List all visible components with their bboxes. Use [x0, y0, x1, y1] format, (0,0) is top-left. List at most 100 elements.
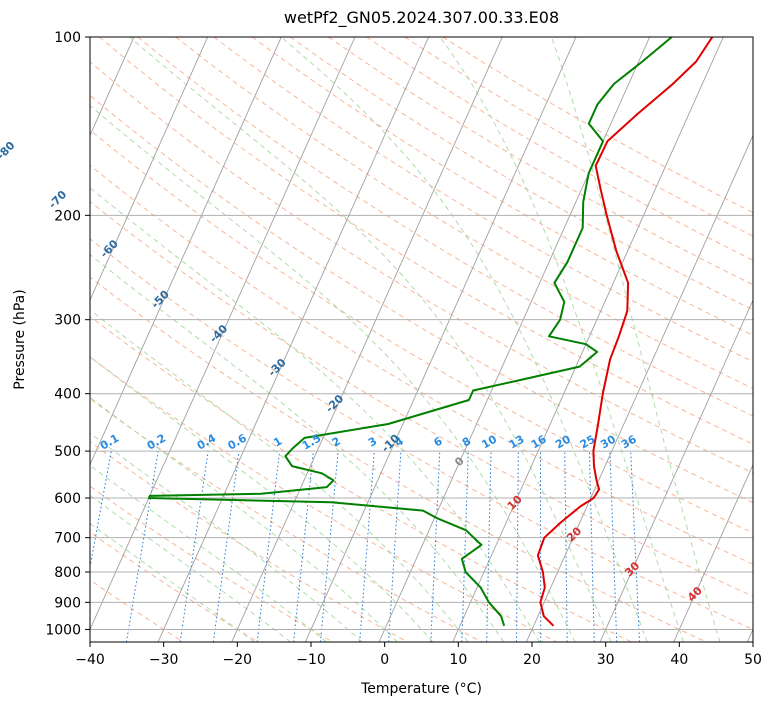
moist-adiabat-label: 30	[622, 559, 642, 579]
x-tick-label: −40	[75, 652, 105, 668]
x-tick-label: −30	[149, 652, 179, 668]
x-tick-label: 30	[597, 652, 615, 668]
x-tick-label: 40	[670, 652, 688, 668]
x-tick-label: −20	[223, 652, 253, 668]
dry-adiabat-label: -30	[266, 356, 289, 379]
dry-adiabat-line	[175, 37, 753, 390]
x-tick-label: −10	[296, 652, 326, 668]
isotherm-line	[378, 37, 651, 642]
y-tick-label: 700	[54, 531, 81, 547]
profile-line-1	[147, 37, 673, 627]
plot-frame	[89, 36, 754, 643]
isotherm-line	[90, 37, 356, 631]
isotherm-line	[231, 37, 503, 642]
x-tick-label: 0	[380, 652, 389, 668]
moist-adiabat-line	[129, 37, 612, 642]
mixing-ratio-line	[564, 451, 568, 642]
dry-adiabat-line	[251, 37, 753, 337]
dry-adiabat-line	[90, 485, 333, 642]
y-tick-label: 500	[54, 444, 81, 460]
isotherm-line	[90, 37, 209, 302]
y-axis-ticks: 100 200 300 400 500 600 700 800 900 1000	[45, 30, 90, 638]
moist-adiabat-line	[90, 356, 434, 642]
mixing-ratio-line	[212, 451, 240, 642]
dry-adiabat-line	[90, 61, 753, 474]
x-axis-ticks: −40 −30 −20 −10 0 10 20 30 40 50	[75, 642, 762, 668]
moist-adiabat-line	[90, 464, 327, 642]
moist-adiabat-line	[280, 37, 648, 642]
moist-adiabat-line	[90, 309, 469, 642]
mixing-ratio-line	[486, 451, 492, 642]
dry-adiabat-line	[137, 37, 753, 417]
x-tick-label: 20	[523, 652, 541, 668]
moist-adiabat-label: 20	[564, 524, 584, 544]
y-tick-label: 900	[54, 595, 81, 611]
dry-adiabat-line	[90, 238, 753, 630]
dry-adiabat-line	[99, 37, 753, 445]
mixing-ratio-label: 10	[479, 432, 499, 451]
x-tick-label: 50	[744, 652, 762, 668]
x-axis-label: Temperature (°C)	[360, 681, 482, 697]
mixing-ratio-label: 13	[507, 433, 527, 452]
y-axis-label: Pressure (hPa)	[12, 289, 28, 389]
y-tick-label: 1000	[45, 622, 81, 638]
mixing-ratio-line	[588, 451, 595, 642]
profile-line-0	[536, 37, 714, 627]
dry-adiabat-line	[90, 315, 632, 642]
mixing-ratio-label: 0.1	[98, 432, 121, 453]
dry-adiabat-line	[404, 37, 753, 237]
mixing-ratio-line	[319, 451, 339, 642]
moist-adiabat-line	[90, 253, 505, 642]
moist-adiabat-label: 0	[452, 454, 467, 469]
x-tick-label: 10	[449, 652, 467, 668]
y-tick-label: 600	[54, 491, 81, 507]
dry-adiabat-label: -40	[207, 322, 230, 345]
y-tick-label: 800	[54, 565, 81, 581]
mixing-ratio-line	[125, 451, 159, 642]
dry-adiabat-line	[90, 579, 184, 642]
isotherm-line	[90, 37, 282, 466]
mixing-ratio-label: 1	[271, 435, 284, 450]
sounding-profiles	[147, 37, 714, 627]
isotherm-line	[525, 134, 753, 642]
mixing-ratio-line	[256, 451, 281, 642]
isotherm-line	[599, 298, 753, 642]
mixing-ratio-label: 20	[553, 432, 573, 451]
y-tick-label: 200	[54, 208, 81, 224]
moist-adiabat-line	[90, 104, 576, 642]
isotherm-line	[673, 463, 753, 642]
dry-adiabat-label: -80	[0, 139, 18, 162]
dry-adiabat-line	[90, 531, 259, 642]
dry-adiabat-label: -20	[323, 392, 346, 415]
mixing-ratio-label: 6	[431, 434, 444, 449]
mixing-ratio-label: 36	[619, 432, 639, 451]
dry-adiabat-line	[289, 37, 753, 311]
mixing-ratio-label: 0.2	[145, 432, 168, 453]
isotherm-line	[0, 37, 60, 642]
dry-adiabat-line	[90, 397, 483, 642]
mixing-ratio-line	[179, 451, 209, 642]
moist-adiabat-line	[90, 494, 291, 642]
dry-adiabat-line	[90, 356, 557, 642]
isotherm-line	[746, 628, 753, 642]
mixing-ratio-line	[359, 451, 375, 642]
dry-adiabat-line	[90, 94, 753, 504]
isotherm-line	[157, 37, 430, 642]
dry-adiabat-line	[90, 276, 707, 642]
y-tick-label: 100	[54, 30, 81, 46]
mixing-ratio-label: 16	[529, 432, 549, 451]
moist-adiabat-line	[439, 37, 684, 642]
moist-adiabat-label: 10	[505, 493, 525, 513]
chart-title: wetPf2_GN05.2024.307.00.33.E08	[283, 8, 560, 27]
pressure-grid	[0, 37, 753, 642]
dry-adiabat-label: -60	[98, 237, 121, 260]
y-tick-label: 400	[54, 387, 81, 403]
moist-adiabat-line	[90, 432, 363, 642]
isotherm-line	[304, 37, 577, 642]
moist-adiabat-label: 40	[685, 584, 705, 604]
dry-adiabat-line	[90, 129, 753, 534]
mixing-ratio-line	[90, 451, 112, 570]
background-lines	[90, 37, 753, 642]
moist-adiabat-line	[551, 37, 721, 642]
